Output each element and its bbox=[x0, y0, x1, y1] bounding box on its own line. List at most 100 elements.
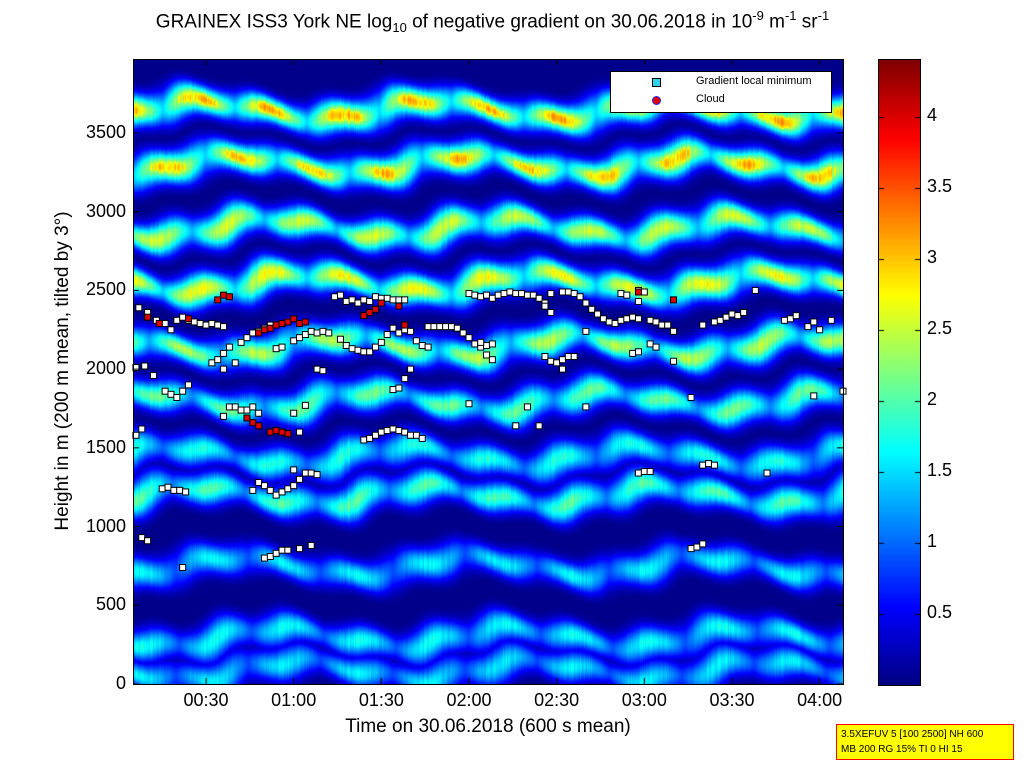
gradient-minimum-marker bbox=[523, 291, 531, 299]
gradient-minimum-marker bbox=[395, 384, 403, 392]
gradient-minimum-marker bbox=[634, 315, 642, 323]
gradient-minimum-marker bbox=[237, 338, 245, 346]
cloud-marker bbox=[225, 293, 233, 301]
gradient-minimum-marker bbox=[260, 554, 268, 562]
gradient-minimum-marker bbox=[529, 291, 537, 299]
gradient-minimum-marker bbox=[617, 316, 625, 324]
gradient-minimum-marker bbox=[190, 318, 198, 326]
gradient-minimum-marker bbox=[372, 343, 380, 351]
gradient-minimum-marker bbox=[623, 291, 631, 299]
gradient-minimum-marker bbox=[225, 343, 233, 351]
x-tick-label: 01:00 bbox=[271, 690, 317, 710]
gradient-minimum-marker bbox=[640, 288, 648, 296]
gradient-minimum-marker bbox=[570, 353, 578, 361]
gradient-minimum-marker bbox=[407, 365, 415, 373]
gradient-minimum-marker bbox=[541, 302, 549, 310]
gradient-minimum-marker bbox=[161, 387, 169, 395]
gradient-minimum-marker bbox=[646, 467, 654, 475]
gradient-minimum-marker bbox=[699, 461, 707, 469]
gradient-minimum-marker bbox=[231, 359, 239, 367]
legend-item-gradient-minimum: Gradient local minimum bbox=[611, 75, 831, 91]
cloud-marker bbox=[296, 319, 304, 327]
gradient-minimum-marker bbox=[214, 356, 222, 364]
gradient-minimum-marker bbox=[372, 431, 380, 439]
gradient-minimum-marker bbox=[237, 406, 245, 414]
gradient-minimum-marker bbox=[383, 427, 391, 435]
gradient-minimum-marker bbox=[401, 375, 409, 383]
gradient-minimum-marker bbox=[141, 362, 149, 370]
gradient-minimum-marker bbox=[547, 357, 555, 365]
cloud-marker bbox=[278, 428, 286, 436]
colorbar-tick-label: 1.5 bbox=[927, 459, 953, 480]
cloud-marker bbox=[366, 308, 374, 316]
gradient-minimum-marker bbox=[383, 331, 391, 339]
gradient-minimum-marker bbox=[646, 316, 654, 324]
gradient-minimum-marker bbox=[389, 324, 397, 332]
gradient-minimum-marker bbox=[290, 337, 298, 345]
gradient-minimum-marker bbox=[307, 541, 315, 549]
x-axis-label: Time on 30.06.2018 (600 s mean) bbox=[345, 716, 631, 737]
y-tick-label: 2500 bbox=[85, 279, 126, 300]
circle-marker-icon bbox=[652, 96, 661, 105]
cloud-marker bbox=[255, 329, 263, 337]
gradient-minimum-marker bbox=[483, 351, 491, 359]
gradient-minimum-marker bbox=[710, 461, 718, 469]
gradient-minimum-marker bbox=[220, 365, 228, 373]
gradient-minimum-marker bbox=[407, 327, 415, 335]
gradient-minimum-marker bbox=[693, 543, 701, 551]
gradient-minimum-marker bbox=[582, 327, 590, 335]
colorbar-tick-label: 3 bbox=[927, 246, 938, 267]
plot-area[interactable] bbox=[132, 59, 847, 685]
gradient-minimum-marker bbox=[564, 353, 572, 361]
gradient-minimum-marker bbox=[547, 290, 555, 298]
gradient-minimum-marker bbox=[810, 318, 818, 326]
gradient-minimum-marker bbox=[740, 308, 748, 316]
gradient-minimum-marker bbox=[360, 296, 368, 304]
gradient-minimum-marker bbox=[173, 393, 181, 401]
gradient-minimum-marker bbox=[559, 356, 567, 364]
gradient-minimum-marker bbox=[354, 299, 362, 307]
gradient-minimum-marker bbox=[301, 331, 309, 339]
gradient-minimum-marker bbox=[360, 348, 368, 356]
gradient-minimum-marker bbox=[634, 348, 642, 356]
gradient-minimum-marker bbox=[652, 343, 660, 351]
cloud-marker bbox=[360, 312, 368, 320]
cloud-marker bbox=[272, 427, 280, 435]
gradient-minimum-marker bbox=[284, 485, 292, 493]
gradient-minimum-marker bbox=[290, 466, 298, 474]
gradient-minimum-marker bbox=[284, 546, 292, 554]
heatmap-image bbox=[133, 59, 843, 684]
gradient-minimum-marker bbox=[301, 469, 309, 477]
gradient-minimum-marker bbox=[208, 359, 216, 367]
gradient-minimum-marker bbox=[196, 319, 204, 327]
gradient-minimum-marker bbox=[377, 338, 385, 346]
gradient-minimum-marker bbox=[594, 310, 602, 318]
gradient-minimum-marker bbox=[407, 431, 415, 439]
gradient-minimum-marker bbox=[763, 469, 771, 477]
gradient-minimum-marker bbox=[699, 540, 707, 548]
gradient-minimum-marker bbox=[477, 293, 485, 301]
gradient-minimum-marker bbox=[366, 434, 374, 442]
gradient-minimum-marker bbox=[670, 357, 678, 365]
gradient-minimum-marker bbox=[658, 321, 666, 329]
gradient-minimum-marker bbox=[424, 343, 432, 351]
gradient-minimum-marker bbox=[424, 323, 432, 331]
gradient-minimum-marker bbox=[827, 316, 835, 324]
cloud-marker bbox=[372, 305, 380, 313]
gradient-minimum-marker bbox=[214, 321, 222, 329]
gradient-minimum-marker bbox=[164, 483, 172, 491]
cloud-marker bbox=[395, 302, 403, 310]
square-marker-icon bbox=[652, 78, 661, 87]
gradient-minimum-marker bbox=[786, 315, 794, 323]
gradient-minimum-marker bbox=[278, 343, 286, 351]
gradient-minimum-marker bbox=[243, 406, 251, 414]
gradient-minimum-marker bbox=[179, 564, 187, 572]
cloud-marker bbox=[214, 296, 222, 304]
gradient-minimum-marker bbox=[161, 319, 169, 327]
gradient-minimum-marker bbox=[296, 428, 304, 436]
gradient-minimum-marker bbox=[412, 431, 420, 439]
gradient-minimum-marker bbox=[465, 400, 473, 408]
gradient-minimum-marker bbox=[839, 387, 847, 395]
cloud-marker bbox=[220, 291, 228, 299]
gradient-minimum-marker bbox=[170, 486, 178, 494]
